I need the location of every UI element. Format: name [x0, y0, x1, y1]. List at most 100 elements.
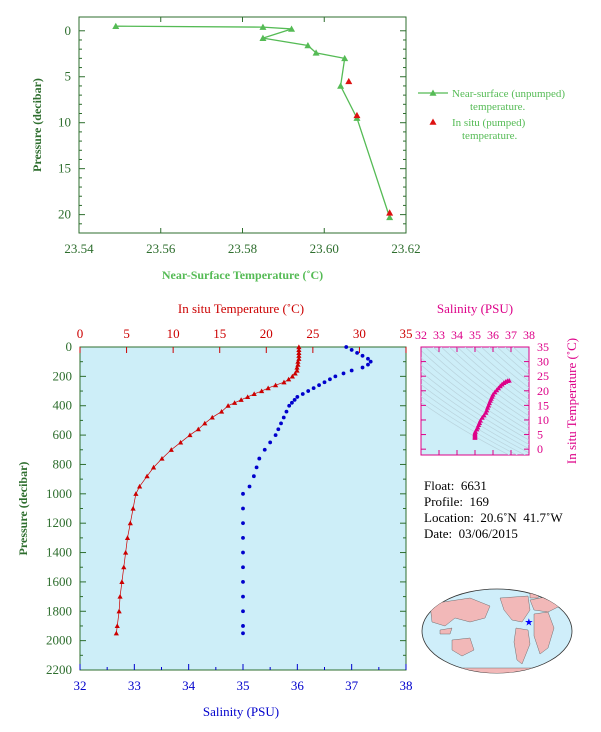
- salinity-profile-point: [257, 456, 262, 461]
- pressure-tick-label: 200: [53, 368, 73, 383]
- temperature-profile-point: [137, 483, 143, 489]
- land-north-america: [499, 595, 531, 623]
- salinity-profile-point: [322, 380, 327, 385]
- ts-curve-point: [484, 407, 490, 413]
- salinity-profile-point: [268, 440, 273, 445]
- near-surface-temperature-point: [304, 41, 312, 49]
- y-tick-label: 0: [65, 23, 72, 38]
- temperature-profile-point: [265, 385, 271, 391]
- salinity-tick-label: 32: [74, 678, 87, 693]
- ts-curve-point: [481, 412, 487, 418]
- salinity-profile-point: [241, 594, 245, 599]
- ts-x-tick-label: 37: [505, 328, 517, 342]
- temperature-profile-point: [281, 379, 287, 385]
- density-contour-line: [488, 347, 529, 382]
- temperature-profile-point: [296, 344, 302, 350]
- legend-label-near-surface-2: temperature.: [470, 101, 526, 113]
- land-eurasia: [429, 597, 491, 627]
- temperature-profile-point: [218, 409, 225, 414]
- salinity-tick-label: 34: [182, 678, 196, 693]
- near-surface-temperature-point: [386, 213, 394, 221]
- temperature-profile-point: [195, 426, 201, 432]
- temperature-profile-point: [245, 394, 251, 399]
- salinity-profile-point: [241, 609, 245, 614]
- temperature-profile-point: [159, 455, 165, 461]
- temperature-tick-label: 15: [213, 326, 226, 341]
- in-situ-temperature-point: [345, 77, 353, 85]
- temperature-profile-point: [296, 347, 302, 353]
- salinity-profile-point: [279, 421, 283, 426]
- temperature-tick-label: 0: [77, 326, 84, 341]
- ts-x-tick-label: 35: [469, 328, 481, 342]
- temperature-profile-point: [114, 623, 120, 629]
- pressure-tick-label: 800: [53, 456, 73, 471]
- ts-y-tick-label: 0: [537, 442, 543, 456]
- legend-label-in-situ-2: temperature.: [462, 130, 518, 142]
- pressure-tick-label: 1400: [46, 545, 72, 560]
- density-contour-line: [421, 401, 510, 455]
- ts-x-tick-label: 32: [415, 328, 427, 342]
- salinity-profile-point: [281, 415, 286, 420]
- temperature-tick-label: 5: [123, 326, 130, 341]
- profile-number: Profile: 169: [424, 494, 489, 509]
- pressure-tick-label: 1600: [46, 574, 72, 589]
- salinity-profile-point: [349, 348, 354, 352]
- pressure-tick-label: 1000: [46, 486, 72, 501]
- ts-curve-point: [477, 417, 483, 423]
- pressure-tick-label: 2200: [46, 662, 72, 677]
- y-tick-label: 20: [58, 207, 71, 222]
- ts-x-tick-label: 33: [433, 328, 445, 342]
- ts-y-axis-label: In situ Temperature (˚C): [564, 338, 579, 464]
- land-islands: [439, 627, 453, 635]
- temperature-profile-point: [177, 439, 184, 445]
- density-contour-line: [456, 347, 529, 406]
- ts-x-axis-label: Salinity (PSU): [437, 301, 513, 316]
- salinity-profile-point: [360, 353, 365, 358]
- density-contour-line: [421, 396, 518, 455]
- temperature-profile-point: [123, 549, 129, 555]
- density-contour-line: [421, 384, 529, 454]
- x-tick-label: 23.62: [391, 241, 420, 256]
- near-surface-temperature-point: [288, 25, 296, 32]
- temperature-profile-point: [187, 432, 193, 438]
- near-surface-temperature-line: [115, 25, 391, 218]
- ts-y-tick-label: 20: [537, 384, 549, 398]
- salinity-profile-point: [273, 433, 278, 437]
- density-contour-line: [464, 347, 529, 400]
- density-contour-line: [421, 371, 529, 445]
- temperature-profile-point: [130, 505, 136, 511]
- temperature-profile-point: [294, 367, 300, 373]
- density-contour-line: [512, 347, 529, 362]
- density-contour-line: [480, 347, 529, 389]
- salinity-profile-point: [311, 386, 316, 391]
- ts-y-tick-label: 25: [537, 369, 549, 383]
- temperature-tick-label: 35: [400, 326, 413, 341]
- density-contour-line: [504, 347, 529, 369]
- temperature-profile-point: [124, 535, 131, 540]
- salinity-profile-point: [241, 550, 245, 555]
- in-situ-temperature-point: [386, 209, 394, 216]
- ts-x-tick-label: 36: [487, 328, 499, 342]
- temperature-profile-point: [209, 414, 215, 420]
- salinity-profile-point: [287, 403, 292, 408]
- float-number: Float: 6631: [424, 478, 487, 493]
- temperature-profile-point: [295, 359, 301, 364]
- temperature-tick-label: 25: [306, 326, 319, 341]
- salinity-profile-point: [295, 395, 300, 399]
- land-antarctica: [423, 667, 571, 673]
- salinity-profile-point: [366, 362, 370, 367]
- temperature-profile-point: [113, 630, 119, 636]
- land-south-america: [513, 627, 531, 665]
- temperature-profile-point: [294, 364, 300, 370]
- temperature-profile-point: [296, 356, 302, 361]
- temperature-profile-point: [121, 564, 127, 570]
- land-australia: [451, 637, 475, 657]
- temperature-profile-point: [296, 350, 302, 355]
- legend-marker-near-surface: [429, 89, 437, 96]
- y-tick-label: 15: [58, 161, 71, 176]
- salinity-tick-label: 38: [400, 678, 413, 693]
- density-contour-line: [421, 390, 526, 455]
- x-tick-label: 23.54: [64, 241, 94, 256]
- float-info: Float: 6631 Profile: 169 Location: 20.6˚…: [424, 478, 563, 542]
